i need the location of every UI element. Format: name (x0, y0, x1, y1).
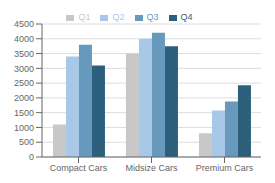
svg-text:500: 500 (19, 137, 34, 147)
svg-text:Midsize Cars: Midsize Cars (125, 163, 178, 173)
html-text:Q3: Q3 (146, 12, 159, 22)
html-text:Q1: Q1 (78, 12, 91, 22)
svg-text:Premium Cars: Premium Cars (196, 163, 254, 173)
svg-text:0: 0 (29, 152, 34, 162)
svg-text:4000: 4000 (14, 34, 34, 44)
svg-text:2000: 2000 (14, 93, 34, 103)
svg-text:1500: 1500 (14, 108, 34, 118)
svg-text:2500: 2500 (14, 78, 34, 88)
html-text:Q4: Q4 (180, 12, 193, 22)
svg-text:1000: 1000 (14, 123, 34, 133)
html-text:Q2: Q2 (112, 12, 125, 22)
svg-text:4500: 4500 (14, 19, 34, 29)
svg-text:3000: 3000 (14, 64, 34, 74)
svg-text:3500: 3500 (14, 49, 34, 59)
svg-text:Compact Cars: Compact Cars (50, 163, 108, 173)
